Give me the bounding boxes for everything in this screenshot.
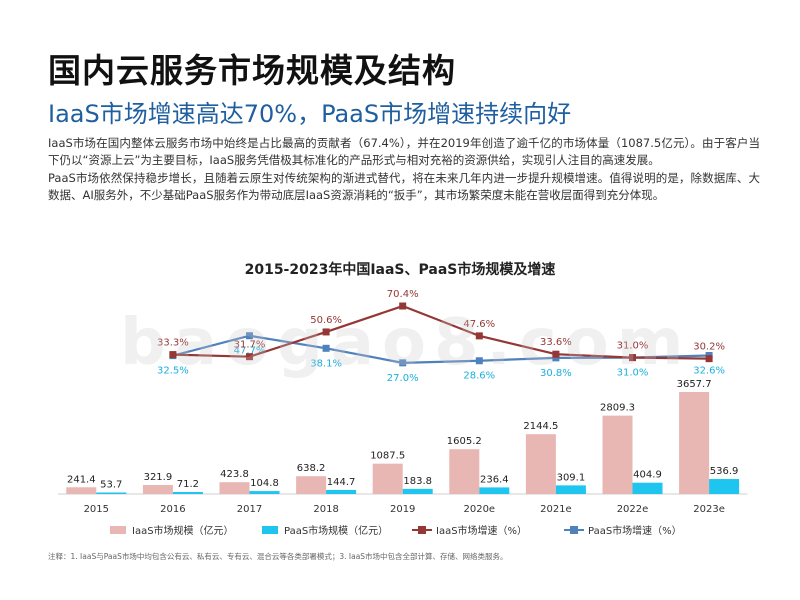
paas-value-label: 104.8 — [250, 478, 279, 489]
iaas-growth-point — [246, 353, 253, 361]
iaas-value-label: 1087.5 — [370, 451, 405, 462]
paas-value-label: 144.7 — [327, 477, 356, 488]
x-tick-label: 2022e — [617, 504, 649, 515]
iaas-growth-point — [169, 351, 177, 359]
iaas-growth-point — [629, 354, 636, 362]
paas-bar — [709, 479, 740, 494]
x-tick-label: 2018 — [313, 504, 338, 515]
paas-bar — [96, 492, 127, 494]
iaas-bar — [372, 463, 403, 494]
iaas-value-label: 3657.7 — [677, 379, 712, 390]
paas-bar — [402, 488, 433, 494]
paas-bar — [632, 482, 663, 494]
iaas-growth-point — [552, 350, 560, 358]
paas-growth-point — [322, 344, 330, 352]
paas-growth-value-label: 38.1% — [310, 358, 342, 369]
iaas-bar — [449, 449, 480, 494]
x-tick-label: 2017 — [237, 504, 262, 515]
paas-growth-value-label: 32.5% — [157, 366, 189, 377]
paas-bar — [326, 489, 357, 494]
iaas-growth-value-label: 31.7% — [234, 340, 266, 351]
x-tick-label: 2016 — [160, 504, 185, 515]
paas-growth-point — [399, 359, 407, 367]
paas-growth-value-label: 47.7% — [234, 346, 266, 357]
paas-growth-value-label: 28.6% — [463, 371, 495, 382]
paas-bar — [249, 491, 280, 494]
legend-paas-size-label: PaaS市场规模（亿元） — [284, 524, 388, 537]
paas-bar — [479, 487, 510, 494]
iaas-bar — [602, 415, 633, 494]
paas-value-label: 53.7 — [100, 480, 122, 491]
footnote: 注释：1. IaaS与PaaS市场中均包含公有云、私有云、专有云、混合云等各类部… — [48, 552, 508, 561]
iaas-bar — [142, 485, 173, 494]
iaas-growth-point — [399, 302, 407, 310]
paas-bar — [555, 485, 586, 494]
x-tick-label: 2021e — [540, 504, 572, 515]
iaas-value-label: 1605.2 — [447, 436, 482, 447]
intro-text: IaaS市场在国内整体云服务市场中始终是占比最高的贡献者（67.4%），并在20… — [48, 135, 760, 205]
iaas-growth-point — [322, 328, 330, 336]
legend-iaas-growth-swatch-marker — [418, 526, 426, 534]
iaas-value-label: 638.2 — [297, 463, 326, 474]
iaas-bar — [66, 487, 97, 494]
iaas-value-label: 241.4 — [67, 474, 96, 485]
iaas-growth-line — [172, 304, 710, 360]
x-tick-label: 2023e — [693, 504, 725, 515]
iaas-value-label: 2144.5 — [523, 421, 558, 432]
iaas-growth-value-label: 70.4% — [387, 289, 419, 300]
paas-value-label: 71.2 — [177, 479, 199, 490]
page-subtitle: IaaS市场增速高达70%，PaaS市场增速持续向好 — [48, 100, 572, 128]
legend-paas-growth-label: PaaS市场增速（%） — [588, 524, 682, 537]
x-tick-label: 2019 — [390, 504, 415, 515]
iaas-bar — [679, 391, 710, 494]
x-tick-label: 2020e — [463, 504, 495, 515]
intro-paragraph-2: PaaS市场依然保持稳步增长，且随着云原生对传统架构的渐进式替代，将在未来几年内… — [48, 170, 760, 203]
iaas-growth-point — [475, 332, 483, 340]
intro-paragraph-1: IaaS市场在国内整体云服务市场中始终是占比最高的贡献者（67.4%），并在20… — [48, 136, 760, 168]
chart-title: 2015-2023年中国IaaS、PaaS市场规模及增速 — [244, 262, 556, 278]
paas-value-label: 236.4 — [480, 474, 509, 485]
legend-paas-size-swatch — [262, 526, 278, 534]
legend-iaas-size-swatch — [110, 526, 126, 534]
paas-value-label: 183.8 — [403, 476, 432, 487]
paas-growth-value-label: 30.8% — [540, 368, 572, 379]
paas-value-label: 404.9 — [633, 470, 662, 481]
iaas-growth-value-label: 30.2% — [693, 342, 725, 353]
x-tick-label: 2015 — [84, 504, 109, 515]
paas-value-label: 536.9 — [710, 466, 739, 477]
iaas-value-label: 2809.3 — [600, 403, 635, 414]
paas-growth-point — [246, 332, 253, 340]
iaas-value-label: 423.8 — [220, 469, 249, 480]
legend-iaas-growth-label: IaaS市场增速（%） — [436, 524, 527, 537]
paas-growth-value-label: 27.0% — [387, 373, 419, 384]
paas-growth-value-label: 31.0% — [617, 368, 649, 379]
paas-value-label: 309.1 — [557, 472, 586, 483]
legend-iaas-size-label: IaaS市场规模（亿元） — [132, 524, 234, 537]
paas-growth-point — [475, 357, 483, 365]
iaas-growth-value-label: 33.3% — [157, 338, 189, 349]
iaas-growth-value-label: 31.0% — [617, 341, 649, 352]
paas-growth-value-label: 32.6% — [693, 366, 725, 377]
paas-bar — [172, 492, 203, 494]
paas-growth-point — [552, 354, 560, 362]
legend-paas-growth-swatch-marker — [570, 526, 578, 534]
iaas-value-label: 321.9 — [144, 472, 173, 483]
iaas-growth-value-label: 33.6% — [540, 337, 572, 348]
iaas-bar — [219, 482, 250, 494]
iaas-growth-value-label: 50.6% — [310, 315, 342, 326]
page-title: 国内云服务市场规模及结构 — [48, 51, 456, 90]
iaas-bar — [525, 434, 556, 494]
iaas-bar — [296, 476, 327, 494]
iaas-growth-point — [705, 355, 713, 363]
iaas-growth-value-label: 47.6% — [463, 319, 495, 330]
